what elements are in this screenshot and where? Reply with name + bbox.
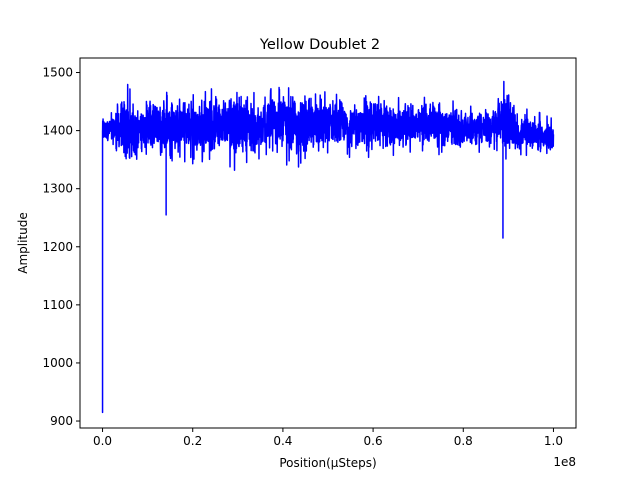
plot-area <box>101 80 555 414</box>
x-axis: 0.0 0.2 0.4 0.6 0.8 1.0 <box>93 428 563 448</box>
x-tick-label: 0.0 <box>93 434 112 448</box>
y-tick-label: 1100 <box>42 298 73 312</box>
x-tick-label: 0.8 <box>454 434 473 448</box>
chart-title: Yellow Doublet 2 <box>259 37 380 53</box>
series-line <box>101 80 555 414</box>
y-axis-label: Amplitude <box>16 212 30 274</box>
y-tick-label: 1000 <box>42 356 73 370</box>
x-offset-label: 1e8 <box>553 455 576 469</box>
x-tick-label: 0.2 <box>183 434 202 448</box>
y-tick-label: 1400 <box>42 124 73 138</box>
series-layer <box>101 80 555 414</box>
y-tick-label: 1500 <box>42 66 73 80</box>
plot-frame <box>79 57 577 429</box>
y-axis: 900 1000 1100 1200 1300 1400 1500 <box>42 66 80 428</box>
y-tick-label: 900 <box>50 414 73 428</box>
x-tick-label: 0.4 <box>273 434 292 448</box>
x-tick-label: 1.0 <box>544 434 563 448</box>
y-tick-label: 1300 <box>42 182 73 196</box>
x-axis-label: Position(µSteps) <box>279 456 376 470</box>
y-tick-label: 1200 <box>42 240 73 254</box>
x-tick-label: 0.6 <box>364 434 383 448</box>
